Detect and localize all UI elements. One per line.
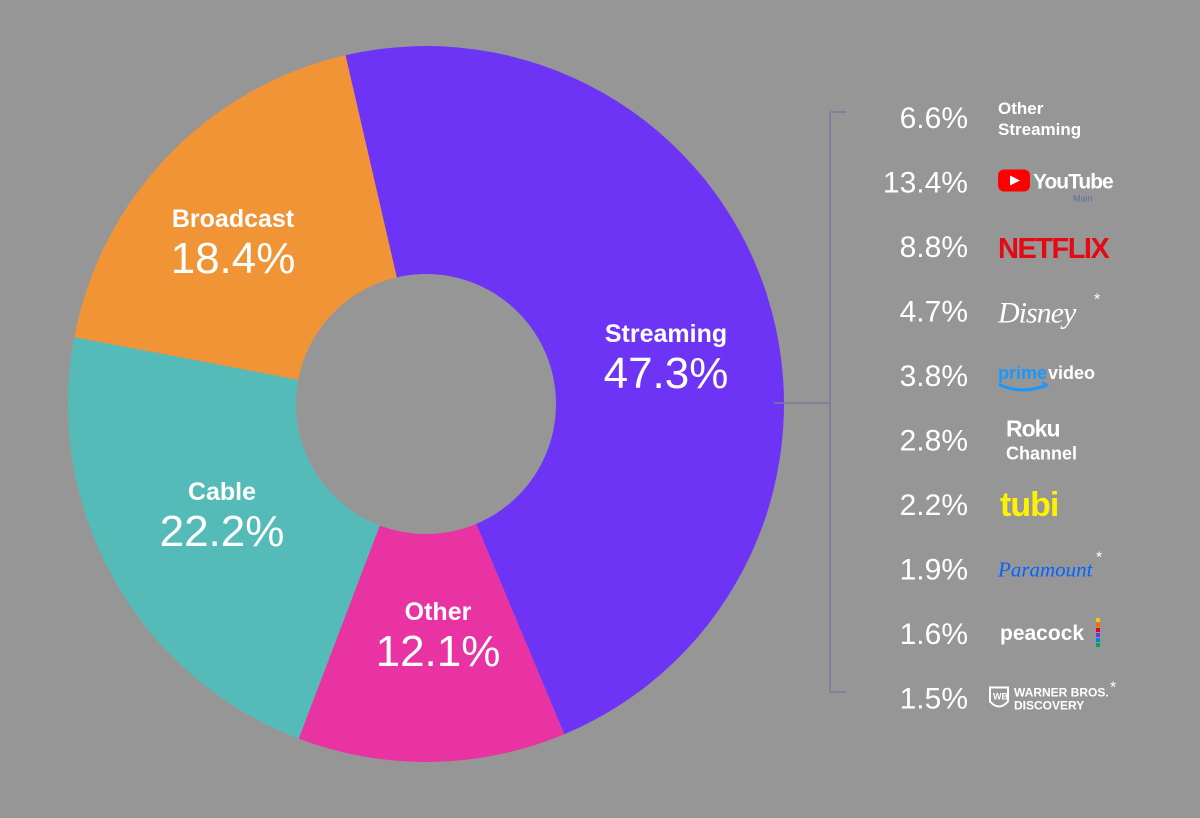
prime-video-logo: prime video: [998, 363, 1095, 392]
slice-other: [298, 404, 565, 763]
svg-text:Paramount: Paramount: [997, 558, 1094, 582]
breakdown-value: 2.2%: [900, 489, 968, 522]
breakdown-row-tubi: 2.2% tubi: [900, 486, 1060, 524]
breakdown-row-peacock: 1.6% peacock: [900, 618, 1100, 651]
warner-bros-discovery-logo: WB WARNER BROS.DISCOVERY *: [989, 680, 1116, 713]
svg-text:WARNER BROS.: WARNER BROS.: [1014, 686, 1109, 700]
breakdown-value: 2.8%: [900, 425, 968, 458]
svg-text:Other: Other: [998, 99, 1044, 118]
breakdown-value: 6.6%: [900, 102, 968, 135]
breakdown-row-netflix: 8.8% NETFLIX: [900, 231, 1112, 265]
slice-label-streaming: Streaming: [605, 320, 727, 348]
svg-text:prime: prime: [998, 363, 1047, 383]
svg-text:YouTube: YouTube: [1033, 171, 1113, 194]
breakdown-row-disney: 4.7% Disney *: [900, 292, 1101, 330]
disney-logo: Disney *: [997, 292, 1100, 330]
breakdown-value: 3.8%: [900, 360, 968, 393]
breakdown-value: 8.8%: [900, 231, 968, 264]
svg-text:*: *: [1110, 680, 1116, 697]
svg-text:tubi: tubi: [1000, 486, 1058, 524]
breakdown-value: 13.4%: [883, 167, 968, 200]
breakdown-row-other-streaming: 6.6% Other Streaming: [900, 99, 1082, 139]
breakdown-value: 1.9%: [900, 554, 968, 587]
breakdown-bracket: [774, 111, 846, 693]
svg-text:DISCOVERY: DISCOVERY: [1014, 699, 1084, 713]
svg-text:peacock: peacock: [1000, 622, 1084, 645]
netflix-logo: NETFLIX: [998, 233, 1112, 265]
breakdown-row-warner-bros-discovery: 1.5% WB WARNER BROS.DISCOVERY *: [900, 680, 1117, 716]
slice-value-cable: 22.2%: [160, 507, 285, 556]
slice-label-broadcast: Broadcast: [172, 205, 295, 233]
svg-text:Channel: Channel: [1006, 444, 1077, 464]
slice-streaming: [345, 46, 784, 735]
breakdown-value: 1.5%: [900, 683, 968, 716]
breakdown-row-paramount: 1.9% Paramount *: [900, 550, 1103, 587]
donut-hole: [296, 274, 556, 534]
breakdown-value: 1.6%: [900, 618, 968, 651]
svg-text:*: *: [1096, 550, 1102, 567]
paramount-logo: Paramount *: [997, 550, 1102, 582]
svg-text:NETFLIX: NETFLIX: [998, 233, 1110, 265]
breakdown-row-prime-video: 3.8% prime video: [900, 360, 1095, 393]
slice-value-streaming: 47.3%: [604, 349, 729, 398]
slice-label-cable: Cable: [188, 478, 256, 506]
svg-text:Main: Main: [1073, 194, 1093, 204]
svg-text:Disney: Disney: [997, 297, 1077, 330]
slice-label-other: Other: [405, 598, 472, 626]
svg-text:video: video: [1048, 363, 1095, 383]
tubi-logo: tubi: [1000, 486, 1059, 524]
svg-text:*: *: [1094, 292, 1100, 309]
svg-text:Roku: Roku: [1006, 416, 1060, 442]
peacock-logo: peacock: [1000, 618, 1100, 647]
svg-text:WB: WB: [993, 692, 1008, 702]
slice-value-broadcast: 18.4%: [171, 234, 296, 283]
slice-value-other: 12.1%: [376, 627, 501, 676]
svg-text:Streaming: Streaming: [998, 120, 1081, 139]
text-label: Other Streaming: [998, 99, 1081, 139]
breakdown-value: 4.7%: [900, 296, 968, 329]
